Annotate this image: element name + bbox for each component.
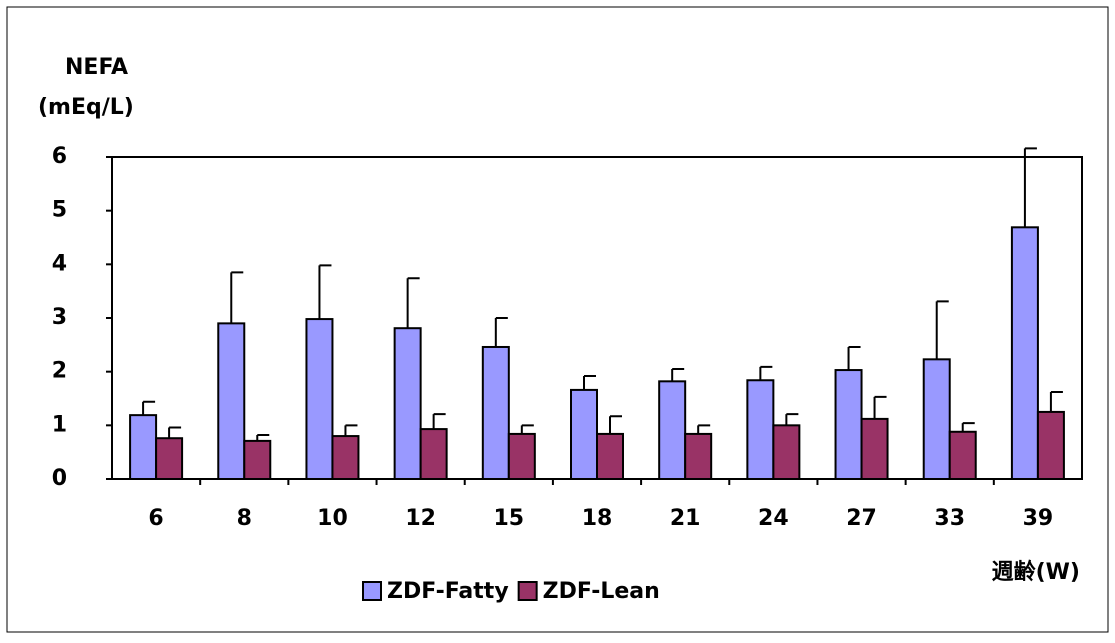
error-bar [344,424,358,437]
y-tick-label: 0 [52,466,67,491]
bar [129,414,158,480]
bar [860,417,889,481]
error-bar [1049,391,1063,412]
chart-title: NEFA [65,55,128,80]
error-bar [168,426,182,439]
bar [772,424,801,481]
error-bar [697,424,711,434]
bar [481,345,510,481]
y-tick-label: 1 [52,412,67,437]
bar [507,432,536,481]
y-tick-label: 5 [52,198,67,223]
y-tick-label: 3 [52,305,67,330]
legend-swatch [362,581,382,601]
bar [684,432,713,481]
bar [570,388,598,480]
error-bar [142,400,156,416]
error-bar [318,264,332,320]
x-tick-label: 21 [670,506,701,531]
x-tick-label: 8 [237,506,252,531]
bar [596,432,624,481]
bar [305,318,334,480]
error-bar [406,277,420,329]
error-bar [873,395,887,419]
error-bar [583,374,596,390]
error-bar [609,415,622,434]
error-bar [847,345,861,371]
x-axis-label: 週齢(W) [992,559,1080,585]
x-tick-label: 18 [582,506,613,531]
x-tick-label: 27 [846,506,877,531]
bar [746,379,775,480]
bar [834,369,863,481]
bar [1010,226,1039,480]
error-bar [671,367,685,382]
error-bar [432,413,446,430]
bar [217,322,246,480]
y-tick-label: 6 [52,144,67,169]
error-bar [935,300,949,360]
x-tick-label: 10 [317,506,348,531]
bar [393,327,422,480]
x-tick-label: 15 [494,506,525,531]
legend-label: ZDF-Fatty [387,579,509,604]
x-tick-label: 6 [148,506,163,531]
error-bar [256,433,270,441]
bar [243,439,272,480]
bar [922,358,951,480]
error-bar [230,271,244,324]
error-bar [961,422,975,432]
x-tick-label: 33 [934,506,965,531]
bar [419,428,448,480]
error-bar [759,365,773,381]
error-bar [1023,147,1037,228]
legend-label: ZDF-Lean [543,579,660,604]
error-bar [520,424,534,434]
x-tick-label: 39 [1023,506,1054,531]
bar [948,430,977,481]
bar [658,380,687,480]
x-tick-label: 12 [405,506,436,531]
legend-swatch [517,581,538,601]
bar [1036,410,1065,480]
x-tick-label: 24 [758,506,789,531]
bar [155,437,184,481]
y-axis-label: (mEq/L) [38,95,134,120]
y-tick-label: 2 [52,359,67,384]
y-tick-label: 4 [52,251,67,276]
bar [331,435,360,481]
error-bar [494,317,508,347]
error-bar [785,413,799,426]
